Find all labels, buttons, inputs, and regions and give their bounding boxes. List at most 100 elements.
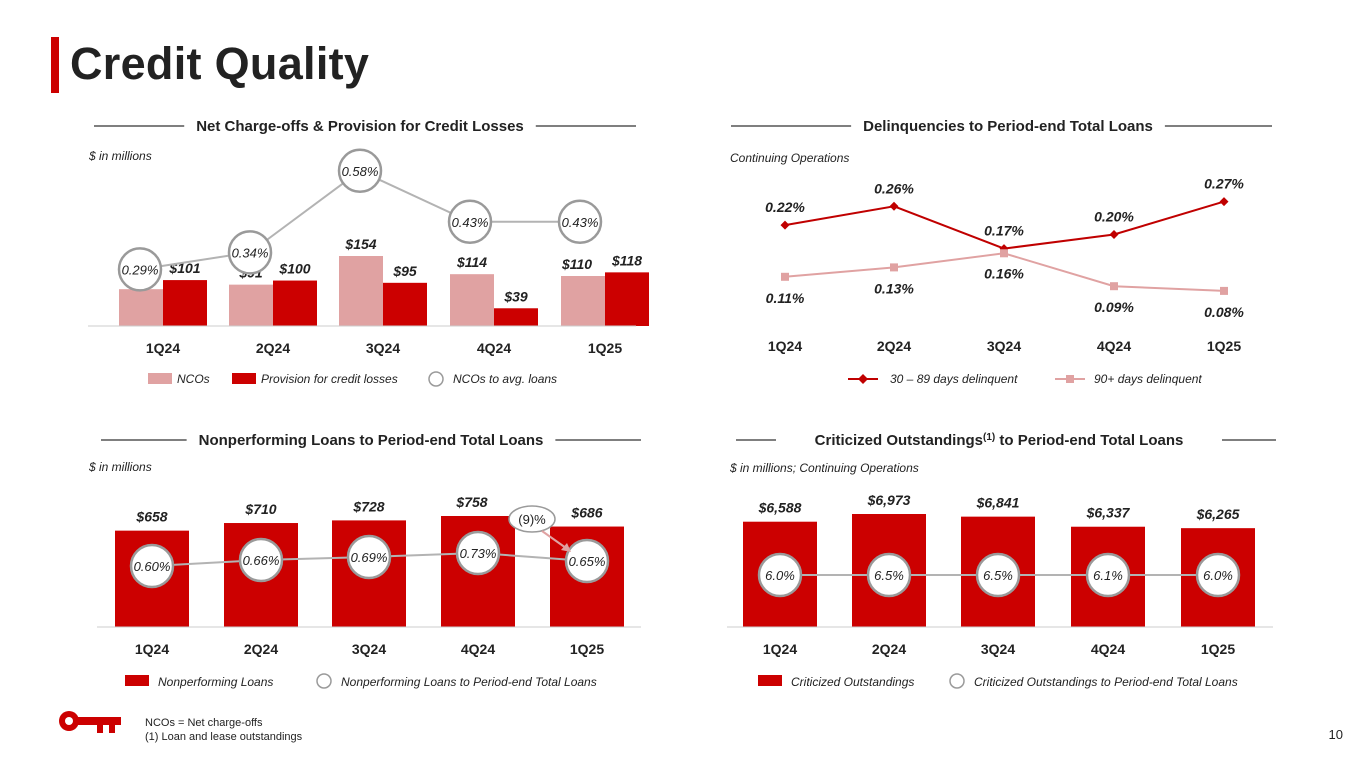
delinq-chart-subtitle: Continuing Operations [730, 151, 849, 165]
delinq-point-90plus [890, 263, 898, 272]
delinq-label-90plus: 0.13% [874, 280, 914, 296]
crit-ratio-label: 6.0% [765, 568, 795, 583]
crit-x-tick: 1Q24 [763, 641, 797, 657]
crit-title-suffix: to Period-end Total Loans [995, 432, 1183, 449]
nco-bar-ncos [119, 289, 163, 326]
footnote-loans: (1) Loan and lease outstandings [145, 731, 303, 743]
crit-ratio-label: 6.5% [874, 568, 904, 583]
delinq-point-90plus [781, 272, 789, 281]
delinq-legend-90plus: 90+ days delinquent [1094, 372, 1202, 386]
nco-bar-ncos [339, 256, 383, 326]
delinq-label-30-89: 0.22% [765, 199, 805, 215]
key-logo-icon [59, 711, 121, 733]
crit-bar-label: $6,588 [758, 500, 802, 516]
nco-ratio-label: 0.43% [452, 215, 489, 230]
nco-legend-ratio: NCOs to avg. loans [453, 372, 557, 386]
crit-ratio-label: 6.0% [1203, 568, 1233, 583]
delinq-point-30-89 [1109, 230, 1119, 239]
crit-chart-subtitle: $ in millions; Continuing Operations [729, 461, 919, 475]
delinq-label-30-89: 0.26% [874, 180, 914, 196]
crit-ratio-point [866, 552, 912, 598]
nco-ratio-point [227, 230, 273, 275]
page-title: Credit Quality [70, 38, 370, 89]
npl-legend-bars: Nonperforming Loans [158, 675, 273, 689]
title-accent-bar [51, 37, 59, 93]
delinq-chart-title: Delinquencies to Period-end Total Loans [863, 118, 1153, 135]
nco-legend-provision: Provision for credit losses [261, 372, 398, 386]
nco-ratio-label: 0.29% [122, 262, 159, 277]
npl-change-arrowhead [561, 543, 571, 552]
nco-ratio-point [557, 199, 603, 245]
npl-bar-label: $710 [244, 501, 276, 517]
delinq-x-tick: 1Q25 [1207, 338, 1241, 354]
nco-chart-title: Net Charge-offs & Provision for Credit L… [196, 118, 524, 135]
nco-x-tick: 3Q24 [366, 340, 400, 356]
npl-bar-label: $686 [570, 505, 602, 521]
crit-bar-label: $6,337 [1086, 505, 1131, 521]
nco-legend-swatch-provision [232, 373, 256, 384]
crit-x-tick: 2Q24 [872, 641, 906, 657]
nco-label-provision: $39 [503, 288, 528, 304]
npl-ratio-point [238, 537, 284, 583]
npl-legend-ratio: Nonperforming Loans to Period-end Total … [341, 675, 597, 689]
nco-ratio-point [117, 247, 163, 292]
nco-bar-provision [163, 280, 207, 326]
delinq-point-90plus [1220, 286, 1228, 295]
delinq-label-90plus: 0.16% [984, 265, 1024, 281]
crit-bar-label: $6,265 [1196, 506, 1240, 522]
crit-title-sup: (1) [983, 432, 995, 443]
delinq-point-30-89 [780, 220, 790, 230]
npl-change-bubble [508, 505, 556, 533]
npl-x-tick: 1Q25 [570, 641, 604, 657]
delinq-point-90plus [1000, 249, 1008, 258]
nco-legend-swatch-ratio [428, 371, 444, 387]
delinq-label-30-89: 0.27% [1204, 176, 1244, 192]
nco-bar-ncos [450, 274, 494, 326]
delinq-label-30-89: 0.20% [1094, 209, 1134, 225]
nco-bar-ncos [561, 276, 605, 326]
nco-ratio-point [447, 199, 493, 245]
delinq-x-tick: 1Q24 [768, 338, 802, 354]
crit-legend-swatch-bars [758, 675, 782, 686]
nco-bar-provision [605, 272, 649, 326]
delinq-legend-30-89: 30 – 89 days delinquent [890, 372, 1018, 386]
delinq-x-tick: 3Q24 [987, 338, 1021, 354]
npl-x-tick: 4Q24 [461, 641, 495, 657]
npl-bar-label: $758 [455, 494, 487, 510]
nco-ratio-label: 0.43% [562, 215, 599, 230]
npl-ratio-point [346, 534, 392, 580]
nco-chart-subtitle: $ in millions [88, 149, 152, 163]
npl-chart-subtitle: $ in millions [88, 460, 152, 474]
crit-ratio-point [975, 552, 1021, 598]
nco-legend-swatch-ncos [148, 373, 172, 384]
crit-legend-swatch-ratio [949, 673, 965, 689]
nco-label-ncos: $114 [456, 254, 487, 270]
npl-change-label: (9)% [518, 512, 546, 527]
crit-ratio-label: 6.5% [983, 568, 1013, 583]
nco-label-provision: $100 [278, 261, 310, 277]
npl-ratio-label: 0.60% [134, 559, 171, 574]
nco-label-provision: $95 [392, 263, 417, 279]
crit-x-tick: 1Q25 [1201, 641, 1235, 657]
nco-bar-provision [383, 282, 427, 326]
npl-ratio-point [455, 530, 501, 576]
npl-bar-label: $658 [135, 509, 167, 525]
nco-ratio-point [337, 148, 383, 194]
npl-change-arrow [541, 530, 567, 549]
npl-legend-swatch-ratio [316, 673, 332, 689]
nco-bar-ncos [229, 284, 273, 326]
nco-label-ncos: $110 [561, 256, 592, 272]
nco-bar-provision [494, 308, 538, 326]
nco-x-tick: 4Q24 [477, 340, 511, 356]
delinq-label-90plus: 0.08% [1204, 304, 1244, 320]
crit-bar-label: $6,841 [976, 495, 1020, 511]
crit-ratio-point [757, 552, 803, 598]
delinq-point-30-89 [1219, 197, 1229, 207]
npl-legend-swatch-bars [125, 675, 149, 686]
npl-x-tick: 2Q24 [244, 641, 278, 657]
crit-chart-title: Criticized Outstandings(1) to Period-end… [815, 432, 1184, 449]
nco-x-tick: 1Q25 [588, 340, 622, 356]
delinq-x-tick: 4Q24 [1097, 338, 1131, 354]
delinq-legend-marker-30-89 [858, 374, 868, 384]
